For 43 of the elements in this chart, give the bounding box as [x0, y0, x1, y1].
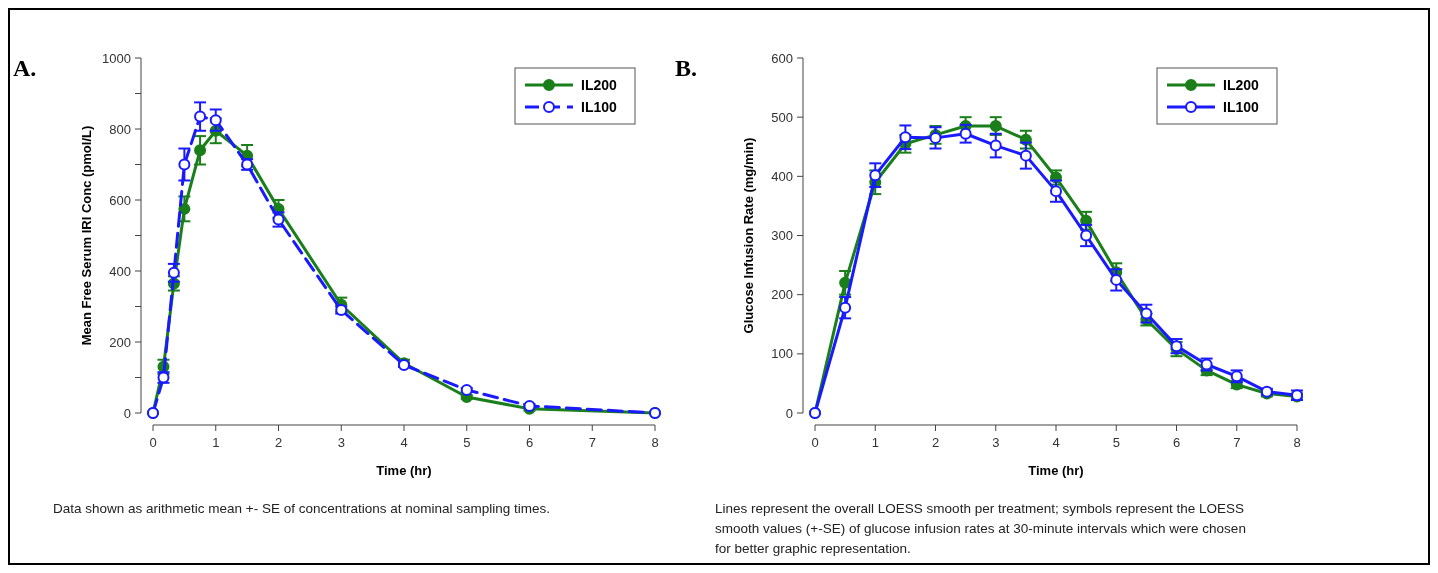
- x-tick-label: 7: [1233, 435, 1241, 450]
- text: Lines represent the overall LOESS smooth per treatment; symbols represent the LOESS smooth values (+-SE) of glucose infusion rates at 30-minute intervals which were chosen for better graphic representation.: [715, 501, 1246, 556]
- y-tick-label: 200: [771, 287, 793, 303]
- y-tick-label: 1000: [102, 50, 131, 66]
- y-tick-label: 400: [771, 168, 793, 184]
- legend-label: IL200: [1223, 76, 1260, 93]
- y-tick-label: 800: [109, 121, 131, 137]
- y-tick-label: 300: [771, 228, 793, 244]
- y-tick-label: 0: [785, 405, 793, 421]
- y-tick-label: 200: [109, 334, 131, 350]
- y-tick-label: 100: [771, 346, 793, 362]
- x-tick-label: 6: [1172, 435, 1181, 450]
- legend-label: IL100: [1223, 98, 1260, 115]
- y-tick-label: 400: [109, 263, 131, 279]
- x-tick-label: 8: [651, 435, 659, 450]
- x-tick-label: 6: [525, 435, 534, 450]
- legend-label: IL200: [581, 76, 618, 93]
- y-axis-title: Mean Free Serum IRI Conc (pmol/L): [79, 125, 94, 346]
- y-tick-label: 600: [771, 50, 793, 66]
- x-tick-label: 0: [811, 435, 819, 450]
- x-tick-label: 3: [337, 435, 345, 450]
- x-tick-label: 8: [1293, 435, 1301, 450]
- x-axis-title: Time (hr): [1028, 463, 1084, 478]
- y-tick-label: 500: [771, 109, 793, 125]
- x-tick-label: 4: [1052, 435, 1060, 450]
- x-axis-title: Time (hr): [376, 463, 432, 478]
- x-tick-label: 7: [588, 435, 596, 450]
- x-tick-label: 2: [931, 435, 940, 450]
- x-tick-label: 3: [992, 435, 1000, 450]
- y-tick-label: 600: [109, 192, 131, 208]
- y-axis-title: Glucose Infusion Rate (mg/min): [741, 137, 756, 334]
- chart-title: B.: [675, 55, 698, 81]
- x-tick-label: 2: [274, 435, 283, 450]
- text: Data shown as arithmetic mean +- SE of concentrations at nominal sampling times.: [53, 501, 551, 516]
- x-tick-label: 5: [1112, 435, 1120, 450]
- x-tick-label: 5: [463, 435, 471, 450]
- legend-label: IL100: [581, 98, 618, 115]
- x-tick-label: 0: [149, 435, 157, 450]
- x-tick-label: 1: [212, 435, 220, 450]
- x-tick-label: 1: [871, 435, 879, 450]
- y-tick-label: 0: [123, 405, 131, 421]
- x-tick-label: 4: [400, 435, 408, 450]
- chart-title: A.: [13, 55, 37, 81]
